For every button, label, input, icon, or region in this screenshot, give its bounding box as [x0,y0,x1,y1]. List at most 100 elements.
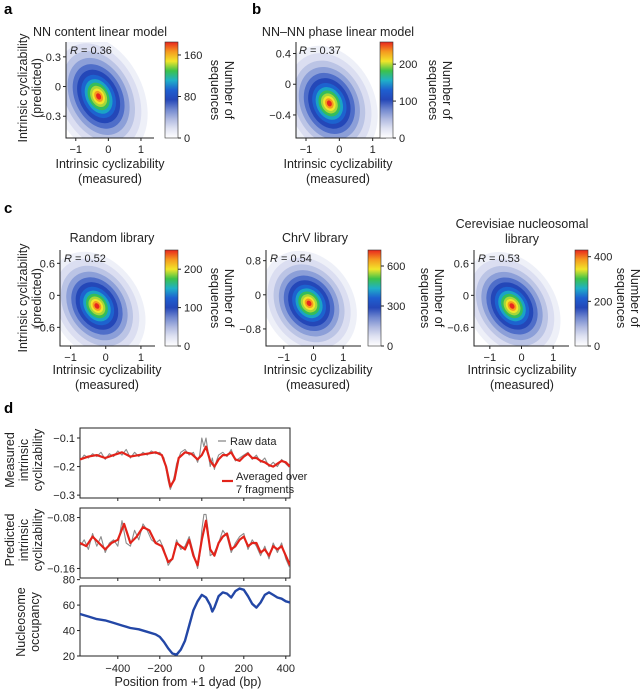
panel-d-subplot-1-frame [79,427,291,499]
heatmap-a-ytick-label: 0 [55,82,61,94]
panel-d-subplot-1-series-averaged-over-7-fragments [80,445,290,488]
colorbar-b-tick-label: 100 [399,96,417,108]
panel-b-r-value: R = 0.37 [299,45,341,57]
heatmap-a-axes [65,42,154,139]
panel-c1-ylabel: Intrinsic cyclizability(predicted) [16,243,44,353]
legend-average-label: Averaged over 7 fragments [236,471,308,496]
colorbar-c2-frame [367,249,382,347]
panel-d-subplot-3-ytick-label: 80 [63,575,75,587]
heatmap-b-ytick-label: 0.4 [276,49,291,61]
colorbar-c3-tick-label: 400 [594,252,612,264]
panel-c1-r-value: R = 0.52 [64,253,106,265]
heatmap-c2-xtick-label: 0 [310,352,316,364]
heatmap-a-xtick-label: 0 [105,144,111,156]
heatmap-a-xtick-label: −1 [70,144,83,156]
colorbar-b [380,42,393,138]
heatmap-c1-xtick-label: 0 [103,352,109,364]
panel-d-subplot-1-ytick-label: −0.3 [53,490,75,502]
heatmap-a-xtick-label: 1 [138,144,144,156]
panel-c-cerevisiae-heatmap: Cerevisiae nucleosomal library −1 0 1 0.6 0 −0… [447,217,640,392]
panel-c2-colorbar-label: Number ofsequences [418,268,446,328]
panel-a-colorbar-label: Number ofsequences [208,60,236,120]
heatmap-c1-ytick-label: 0.6 [40,258,55,270]
colorbar-a-frame [164,41,179,139]
panel-d-subplot-3-ytick-label: 40 [63,626,75,638]
panel-d-xtick-label: −200 [147,663,172,675]
colorbar-c2 [368,250,381,346]
panel-c1-title: Random library [70,231,156,245]
panel-letter-a: a [4,1,13,18]
legend-raw-label: Raw data [230,436,277,448]
colorbar-c3-tick-label: 200 [594,296,612,308]
panel-b-xlabel: Intrinsic cyclizability (measured) [283,157,393,186]
colorbar-a-tick-label: 160 [184,50,202,62]
colorbar-c2-tick-label: 0 [387,341,393,353]
panel-d-xtick-label: 400 [277,663,295,675]
panel-c-chrv-heatmap: ChrV library −1 0 1 0.8 0 −0.8 R = 0.54 Intri… [239,231,446,392]
heatmap-a-density-level-12 [96,93,102,100]
colorbar-b-tick-label: 0 [399,133,405,145]
heatmap-c1-ytick-label: 0 [49,290,55,302]
heatmap-c1-ytick-label: −0.6 [33,322,55,334]
panel-c3-colorbar-label: Number ofsequences [614,268,640,328]
heatmap-c3-ytick-label: 0.6 [454,258,469,270]
panel-a-r-value: R = 0.36 [70,45,112,57]
heatmap-c3-ytick-label: −0.6 [447,322,469,334]
panel-d-subplot-3-frame [79,585,291,657]
panel-d-subplot-2: −0.08 −0.16 [47,507,291,581]
panel-d-subplot-3-ytick-label: 60 [63,600,75,612]
colorbar-c1 [165,250,178,346]
panel-c3-r-value: R = 0.53 [478,253,520,265]
panel-a-heatmap: NN content linear model −1 0 1 0.3 0 −0.3 R =… [16,25,236,186]
colorbar-a-tick-label: 80 [184,91,196,103]
colorbar-c1-tick-label: 0 [184,341,190,353]
panel-letter-d: d [4,400,13,417]
panel-letter-b: b [252,1,261,18]
panel-d1-ylabel: Measuredintrinsiccyclizability [3,428,45,491]
panel-d-subplot-1: −0.1 −0.2 −0.3 [53,427,291,502]
colorbar-c2-tick-label: 300 [387,301,405,313]
colorbar-c3-tick-label: 0 [594,341,600,353]
heatmap-c2-ytick-label: 0.8 [246,256,261,268]
colorbar-c3 [575,250,588,346]
heatmap-c2-density-level-12 [306,300,312,307]
panel-a-xlabel: Intrinsic cyclizability (measured) [55,157,165,186]
panel-letter-c: c [4,200,12,217]
colorbar-c1-tick-label: 200 [184,264,202,276]
panel-d-xtick-label: 0 [199,663,205,675]
colorbar-a [165,42,178,138]
panel-d2-ylabel: Predictedintrinsiccyclizability [3,508,45,571]
panel-c2-r-value: R = 0.54 [270,253,312,265]
heatmap-c3-density-level-12 [509,303,515,309]
heatmap-b-axes [295,42,386,139]
heatmap-b-density-level-12 [326,100,332,107]
heatmap-c2-xtick-label: 1 [340,352,346,364]
heatmap-b-xtick-label: 1 [370,144,376,156]
panel-c3-title: Cerevisiae nucleosomal library [456,217,589,246]
heatmap-c2-ytick-label: 0 [255,290,261,302]
panel-d3-ylabel: Nucleosomeoccupancy [14,587,42,657]
heatmap-c3-xtick-label: 0 [518,352,524,364]
panel-d-subplot-2-ytick-label: −0.16 [47,563,75,575]
heatmap-b-ytick-label: 0 [285,79,291,91]
colorbar-a-tick-label: 0 [184,133,190,145]
panel-c2-xlabel: Intrinsic cyclizability (measured) [263,363,373,392]
heatmap-c2-xtick-label: −1 [278,352,291,364]
heatmap-c2-axes [265,250,361,347]
heatmap-a-ytick-label: −0.3 [39,111,61,123]
heatmap-c1-xtick-label: −1 [64,352,77,364]
colorbar-b-tick-label: 200 [399,59,417,71]
heatmap-b-xtick-label: 0 [336,144,342,156]
colorbar-c3-frame [574,249,589,347]
colorbar-c1-frame [164,249,179,347]
heatmap-b-xtick-label: −1 [300,144,313,156]
colorbar-c1-tick-label: 100 [184,303,202,315]
heatmap-c3-xtick-label: −1 [484,352,497,364]
panel-d-subplot-3: 80 60 40 20 −400 −200 0 200 400 [63,575,295,675]
panel-c1-xlabel: Intrinsic cyclizability (measured) [52,363,162,392]
panel-d-subplot-2-series-averaged-over-7-fragments [80,519,290,567]
colorbar-c2-tick-label: 600 [387,261,405,273]
panel-d-subplot-3-ytick-label: 20 [63,651,75,663]
